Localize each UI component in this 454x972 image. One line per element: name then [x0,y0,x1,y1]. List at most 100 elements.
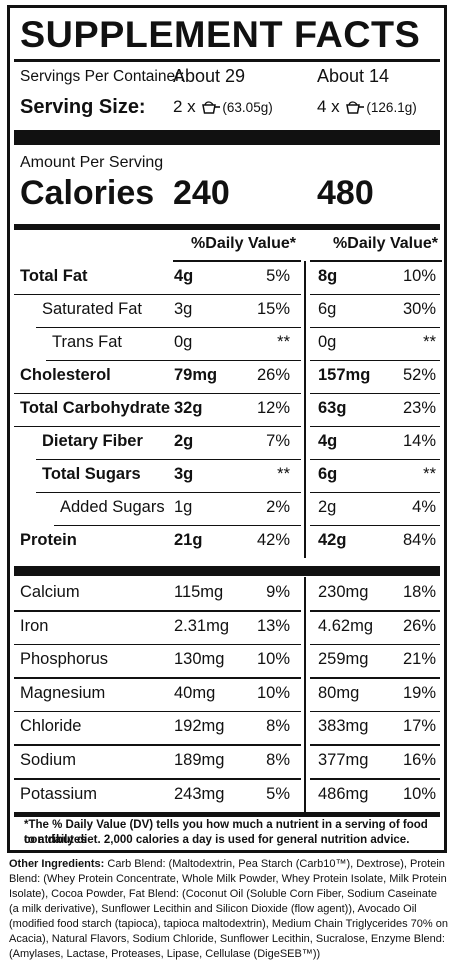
dv-b: 16% [402,751,436,769]
serving-size-b-count: 4 x [317,97,340,116]
amount-b: 0g [318,333,337,351]
nutrient-name: Calcium [20,583,80,601]
row-rule [310,710,440,713]
nutrient-row: Protein 21g 42% 42g 84% [14,525,440,558]
column-divider [304,261,306,294]
calories-label: Calories [20,174,155,212]
amount-b: 2g [318,498,337,516]
dv-b: 23% [402,399,436,417]
dv-a: 12% [256,399,290,417]
amount-b: 4g [318,432,338,450]
dv-b: ** [423,465,436,483]
dv-a: 7% [266,432,290,450]
column-divider [304,778,306,813]
amount-a: 2g [174,432,194,450]
dv-b: 26% [402,616,436,635]
row-rule [310,425,440,427]
dv-b: 18% [402,583,436,601]
dv-a: 8% [266,717,290,736]
panel-title: SUPPLEMENT FACTS [20,14,421,55]
nutrient-name: Chloride [20,717,82,736]
row-rule [310,524,440,526]
column-divider [304,644,306,678]
dv-b: 52% [402,366,436,384]
nutrient-name: Protein [20,531,77,549]
column-divider [304,677,306,712]
nutrient-row: Dietary Fiber 2g 7% 4g 14% [14,426,440,460]
nutrient-name: Added Sugars [60,498,165,516]
amount-a: 40mg [174,683,216,702]
row-rule [14,610,301,612]
dv-a: 13% [256,616,290,635]
column-divider [304,393,306,426]
mineral-row: Iron 2.31mg 13% 4.62mg 26% [14,610,440,646]
footnote-line-2: to a daily diet. 2,000 calories a day is… [24,834,410,846]
amount-a: 32g [174,399,203,417]
dv-a: 26% [256,366,290,384]
dv-a: 8% [266,751,290,769]
nutrient-name: Phosphorus [20,650,109,669]
column-divider [304,327,306,360]
supplement-facts-panel: SUPPLEMENT FACTS Servings Per Container:… [7,5,447,853]
column-divider [304,360,306,393]
nutrient-name: Sodium [20,751,76,769]
title-rule [14,59,440,62]
dv-header-a: %Daily Value* [191,235,296,252]
servings-per-container-label: Servings Per Container: [20,68,185,85]
scoop-icon [202,101,221,114]
amount-b: 4.62mg [318,616,374,635]
nutrient-name: Total Sugars [42,465,141,483]
other-ingredients-text: Carb Blend: (Maltodextrin, Pea Starch (C… [9,858,448,960]
row-rule [14,392,301,394]
dv-a: 9% [266,583,290,601]
nutrient-name: Cholesterol [20,366,111,384]
mineral-row: Magnesium 40mg 10% 80mg 19% [14,677,440,713]
amount-a: 115mg [174,583,224,601]
amount-b: 8g [318,267,338,285]
dv-a: 5% [266,784,290,803]
row-rule [310,643,440,646]
dv-a: 42% [256,531,290,549]
row-rule [310,677,440,679]
serving-size-b-weight: (126.1g) [366,100,417,115]
row-rule [14,744,301,746]
row-rule [310,491,440,493]
mineral-row: Potassium 243mg 5% 486mg 10% [14,778,440,813]
footnote-rule [14,812,440,817]
amount-b: 157mg [318,366,371,384]
dv-b: 19% [402,683,436,702]
dv-a: ** [277,333,290,351]
dv-header-b-rule [310,260,442,262]
nutrient-name: Iron [20,616,49,635]
nutrient-row: Saturated Fat 3g 15% 6g 30% [14,294,440,328]
amount-b: 42g [318,531,347,549]
thick-rule-top [14,130,440,145]
row-rule [14,425,301,427]
amount-a: 2.31mg [174,616,230,635]
row-rule [310,778,440,780]
column-divider [304,610,306,645]
nutrient-name: Saturated Fat [42,300,142,318]
serving-size-label: Serving Size: [20,96,146,118]
dv-b: 14% [402,432,436,450]
dv-b: 30% [402,300,436,318]
column-divider [304,294,306,327]
nutrient-row: Total Carbohydrate 32g 12% 63g 23% [14,393,440,427]
nutrient-name: Magnesium [20,683,106,702]
row-rule [310,359,440,361]
dv-b: 10% [402,784,436,803]
footnote-line-1: *The % Daily Value (DV) tells you how mu… [24,819,428,846]
row-rule [36,458,301,460]
row-rule [14,778,301,780]
dv-b: ** [423,333,436,351]
amount-a: 189mg [174,751,225,769]
amount-a: 0g [174,333,193,351]
amount-b: 230mg [318,583,369,601]
amount-b: 486mg [318,784,369,803]
nutrient-name: Potassium [20,784,98,803]
column-divider [304,426,306,459]
serving-size-a: 2 x (63.05g) [173,97,273,117]
servings-per-container-b: About 14 [317,66,390,86]
amount-a: 21g [174,531,203,549]
nutrient-row: Total Fat 4g 5% 8g 10% [14,261,440,295]
